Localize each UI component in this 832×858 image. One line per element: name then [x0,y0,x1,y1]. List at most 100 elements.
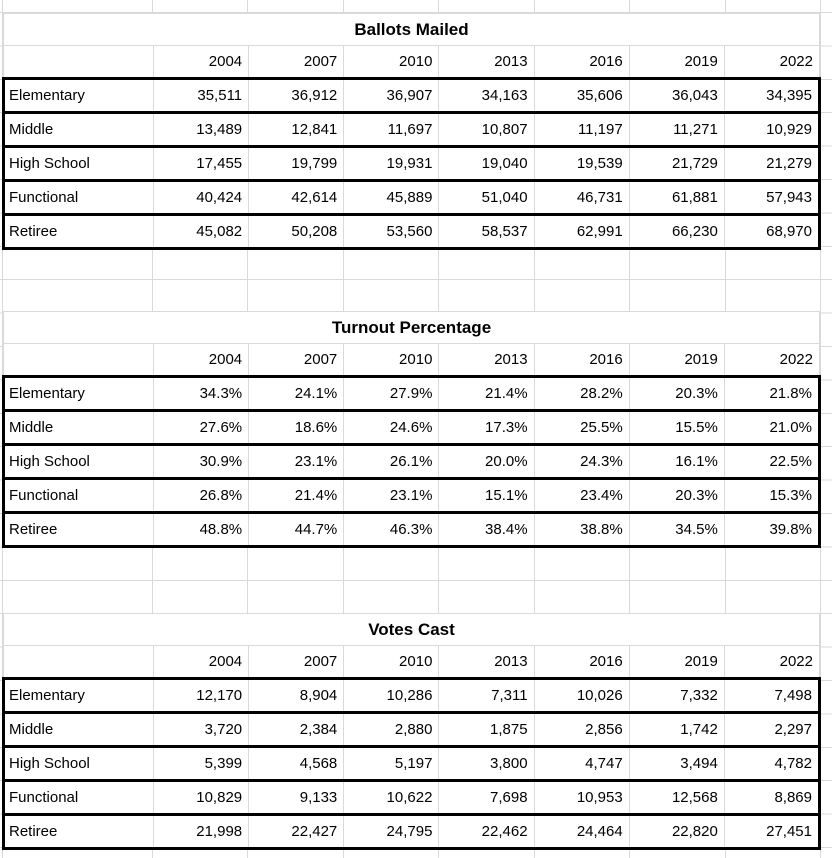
value-cell[interactable]: 4,782 [723,746,820,781]
value-cell[interactable]: 48.8% [152,512,249,547]
value-cell[interactable]: 10,807 [438,112,535,147]
value-cell[interactable]: 50,208 [248,214,344,249]
value-cell[interactable]: 40,424 [152,180,249,215]
value-cell[interactable]: 18.6% [248,410,344,445]
value-cell[interactable]: 42,614 [248,180,344,215]
value-cell[interactable]: 22,427 [248,814,344,849]
value-cell[interactable]: 3,494 [628,746,725,781]
row-label-cell[interactable]: Middle [3,410,154,445]
table-title[interactable]: Ballots Mailed [3,13,820,46]
value-cell[interactable]: 21,998 [152,814,249,849]
value-cell[interactable]: 2,384 [248,712,344,747]
value-cell[interactable]: 34.5% [628,512,725,547]
year-header-cell[interactable]: 2010 [343,343,440,377]
value-cell[interactable]: 38.4% [438,512,535,547]
year-header-cell[interactable]: 2022 [723,45,821,79]
value-cell[interactable]: 36,912 [248,78,344,113]
value-cell[interactable]: 9,133 [248,780,344,815]
value-cell[interactable]: 24.6% [343,410,439,445]
value-cell[interactable]: 19,040 [438,146,535,181]
row-label-cell[interactable]: Middle [3,112,154,147]
year-header-cell[interactable]: 2007 [248,645,345,679]
value-cell[interactable]: 30.9% [152,444,249,479]
value-cell[interactable]: 57,943 [723,180,820,215]
table-title[interactable]: Turnout Percentage [3,311,820,344]
value-cell[interactable]: 21.4% [438,376,535,411]
value-cell[interactable]: 10,929 [723,112,820,147]
value-cell[interactable]: 10,026 [533,678,630,713]
value-cell[interactable]: 1,742 [628,712,725,747]
row-label-cell[interactable]: High School [3,146,154,181]
value-cell[interactable]: 39.8% [723,512,820,547]
row-label-cell[interactable]: High School [3,746,154,781]
value-cell[interactable]: 35,511 [152,78,249,113]
year-header-cell[interactable]: 2010 [343,45,440,79]
value-cell[interactable]: 8,904 [248,678,344,713]
value-cell[interactable]: 66,230 [628,214,725,249]
value-cell[interactable]: 22,820 [628,814,725,849]
value-cell[interactable]: 15.1% [438,478,535,513]
row-label-cell[interactable]: Retiree [3,512,154,547]
value-cell[interactable]: 21.8% [723,376,820,411]
value-cell[interactable]: 21,729 [628,146,725,181]
year-header-cell[interactable]: 2019 [628,45,725,79]
year-header-cell[interactable]: 2007 [248,45,345,79]
value-cell[interactable]: 46.3% [343,512,439,547]
year-header-cell[interactable]: 2013 [438,343,535,377]
value-cell[interactable]: 1,875 [438,712,535,747]
value-cell[interactable]: 11,197 [533,112,630,147]
value-cell[interactable]: 25.5% [533,410,630,445]
year-header-cell[interactable]: 2019 [628,343,725,377]
value-cell[interactable]: 28.2% [533,376,630,411]
value-cell[interactable]: 68,970 [723,214,820,249]
corner-cell[interactable] [3,343,154,377]
value-cell[interactable]: 11,271 [628,112,725,147]
year-header-cell[interactable]: 2019 [628,645,725,679]
value-cell[interactable]: 51,040 [438,180,535,215]
corner-cell[interactable] [3,645,154,679]
value-cell[interactable]: 27.9% [343,376,439,411]
value-cell[interactable]: 2,880 [343,712,439,747]
row-label-cell[interactable]: Elementary [3,376,154,411]
value-cell[interactable]: 36,907 [343,78,439,113]
value-cell[interactable]: 19,931 [343,146,439,181]
year-header-cell[interactable]: 2022 [723,645,821,679]
row-label-cell[interactable]: Functional [3,780,154,815]
year-header-cell[interactable]: 2016 [533,45,630,79]
value-cell[interactable]: 46,731 [533,180,630,215]
value-cell[interactable]: 3,720 [152,712,249,747]
value-cell[interactable]: 61,881 [628,180,725,215]
value-cell[interactable]: 21,279 [723,146,820,181]
value-cell[interactable]: 10,829 [152,780,249,815]
row-label-cell[interactable]: High School [3,444,154,479]
year-header-cell[interactable]: 2004 [152,645,250,679]
year-header-cell[interactable]: 2013 [438,45,535,79]
value-cell[interactable]: 19,799 [248,146,344,181]
row-label-cell[interactable]: Retiree [3,814,154,849]
value-cell[interactable]: 38.8% [533,512,630,547]
value-cell[interactable]: 17.3% [438,410,535,445]
value-cell[interactable]: 3,800 [438,746,535,781]
value-cell[interactable]: 16.1% [628,444,725,479]
value-cell[interactable]: 8,869 [723,780,820,815]
year-header-cell[interactable]: 2016 [533,343,630,377]
value-cell[interactable]: 11,697 [343,112,439,147]
year-header-cell[interactable]: 2010 [343,645,440,679]
value-cell[interactable]: 7,698 [438,780,535,815]
value-cell[interactable]: 34.3% [152,376,249,411]
value-cell[interactable]: 23.1% [343,478,439,513]
row-label-cell[interactable]: Elementary [3,678,154,713]
value-cell[interactable]: 20.0% [438,444,535,479]
value-cell[interactable]: 4,568 [248,746,344,781]
value-cell[interactable]: 20.3% [628,478,725,513]
year-header-cell[interactable]: 2016 [533,645,630,679]
value-cell[interactable]: 24.3% [533,444,630,479]
value-cell[interactable]: 24,795 [343,814,439,849]
value-cell[interactable]: 12,568 [628,780,725,815]
value-cell[interactable]: 24,464 [533,814,630,849]
value-cell[interactable]: 15.5% [628,410,725,445]
value-cell[interactable]: 36,043 [628,78,725,113]
value-cell[interactable]: 2,856 [533,712,630,747]
value-cell[interactable]: 27,451 [723,814,820,849]
value-cell[interactable]: 44.7% [248,512,344,547]
